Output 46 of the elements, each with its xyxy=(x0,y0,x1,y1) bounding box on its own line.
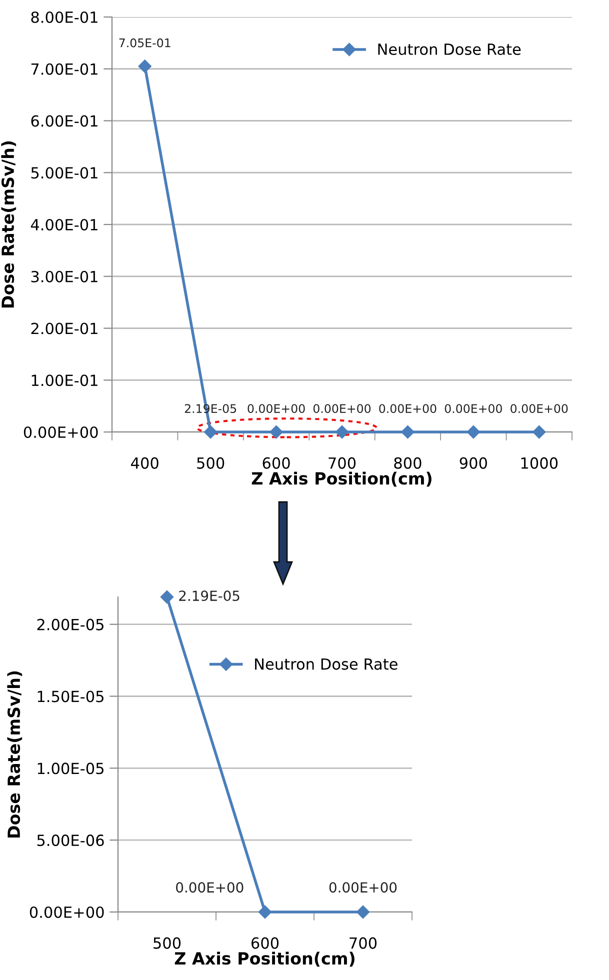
x-axis-title: Z Axis Position(cm) xyxy=(252,472,432,487)
data-label: 0.00E+00 xyxy=(176,882,244,893)
y-axis-title: Dose Rate(mSv/h) xyxy=(7,671,22,838)
x-tick-label: 500 xyxy=(154,937,181,949)
y-tick-label: 3.00E-01 xyxy=(31,270,98,282)
point xyxy=(466,425,480,439)
point xyxy=(138,60,152,73)
x-axis-title: Z Axis Position(cm) xyxy=(174,952,354,967)
y-tick-label: 2.00E-01 xyxy=(31,322,98,334)
legend-label: Neutron Dose Rate xyxy=(255,658,398,670)
y-tick-label: 1.00E-01 xyxy=(32,374,98,386)
data-label: 0.00E+00 xyxy=(510,404,568,414)
x-tick-label: 600 xyxy=(262,457,290,469)
y-tick-label: 0.00E+00 xyxy=(24,426,98,438)
y-tick-label: 0.00E+00 xyxy=(30,906,104,918)
x-tick-label: 1000 xyxy=(521,457,558,469)
data-label: 0.00E+00 xyxy=(313,404,371,414)
data-label: 0.00E+00 xyxy=(248,404,305,414)
data-label: 0.00E+00 xyxy=(444,404,502,414)
x-tick-label: 700 xyxy=(328,457,356,469)
y-tick-label: 5.00E-06 xyxy=(37,834,104,846)
y-tick-label: 7.00E-01 xyxy=(31,63,98,75)
point xyxy=(401,425,414,439)
y-tick-label: 1.00E-05 xyxy=(38,762,104,774)
point xyxy=(270,425,283,439)
data-label: 7.05E-01 xyxy=(119,38,170,48)
y-tick-label: 6.00E-01 xyxy=(31,115,98,127)
point xyxy=(204,425,218,439)
y-tick-label: 5.00E-01 xyxy=(31,167,98,179)
y-tick-label: 8.00E-01 xyxy=(31,11,98,24)
point xyxy=(335,425,349,439)
data-label: 0.00E+00 xyxy=(329,882,397,893)
y-axis-title: Dose Rate(mSv/h) xyxy=(1,141,16,308)
legend-label: Neutron Dose Rate xyxy=(378,44,521,56)
y-tick-label: 2.00E-05 xyxy=(37,618,104,630)
point xyxy=(532,425,546,439)
x-tick-label: 500 xyxy=(197,457,224,469)
x-tick-label: 900 xyxy=(460,457,487,469)
y-tick-label: 1.50E-05 xyxy=(38,690,104,702)
x-tick-label: 600 xyxy=(251,937,279,949)
x-tick-label: 400 xyxy=(131,457,158,469)
y-tick-label: 4.00E-01 xyxy=(30,218,98,231)
data-label: 2.19E-05 xyxy=(179,590,240,602)
data-label: 0.00E+00 xyxy=(379,404,436,414)
x-tick-label: 800 xyxy=(394,457,422,469)
x-tick-label: 700 xyxy=(350,937,377,949)
